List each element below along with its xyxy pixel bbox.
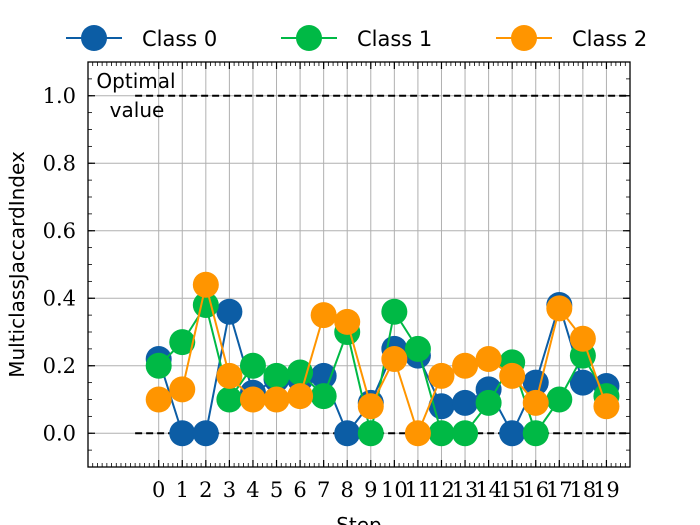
data-point bbox=[475, 346, 502, 372]
data-point bbox=[334, 308, 361, 335]
series-2 bbox=[145, 271, 620, 447]
data-point bbox=[404, 420, 431, 447]
y-tick-label: 0.4 bbox=[43, 286, 76, 310]
y-tick-label: 1.0 bbox=[43, 84, 76, 108]
x-tick-label: 15 bbox=[499, 478, 526, 502]
x-tick-label: 3 bbox=[223, 478, 236, 502]
y-tick-label: 0.8 bbox=[43, 151, 76, 175]
data-point bbox=[569, 369, 596, 396]
data-point bbox=[452, 352, 479, 379]
y-axis-label: MulticlassJaccardIndex bbox=[5, 151, 29, 378]
x-tick-label: 9 bbox=[364, 478, 377, 502]
x-tick-label: 6 bbox=[293, 478, 306, 502]
x-tick-label: 16 bbox=[522, 478, 549, 502]
data-point bbox=[569, 325, 596, 352]
data-point bbox=[310, 383, 337, 410]
x-tick-label: 1 bbox=[176, 478, 189, 502]
ticks: 0 1 2 3 4 5 6 7 8 9 101112131415161718190.00.20.40… bbox=[43, 61, 631, 502]
legend-item[interactable]: Class 0 bbox=[66, 25, 217, 51]
data-point bbox=[145, 352, 172, 379]
data-point bbox=[169, 376, 196, 403]
y-tick-label: 0.2 bbox=[43, 354, 76, 378]
data-point bbox=[216, 362, 243, 389]
legend[interactable]: Class 0 Class 1 Class 2 bbox=[66, 25, 647, 51]
x-tick-label: 14 bbox=[475, 478, 502, 502]
data-point bbox=[334, 420, 361, 447]
legend-item[interactable]: Class 2 bbox=[496, 25, 647, 51]
legend-marker bbox=[296, 25, 322, 51]
legend-label: Class 2 bbox=[572, 27, 647, 51]
data-point bbox=[192, 420, 219, 447]
data-point bbox=[169, 329, 196, 356]
data-point bbox=[593, 393, 620, 420]
data-point bbox=[310, 302, 337, 329]
x-axis-label: Step bbox=[336, 513, 382, 525]
data-point bbox=[499, 362, 526, 389]
data-point bbox=[216, 386, 243, 413]
x-tick-label: 8 bbox=[341, 478, 354, 502]
x-tick-label: 18 bbox=[570, 478, 597, 502]
x-tick-label: 11 bbox=[405, 478, 432, 502]
data-point bbox=[404, 335, 431, 362]
legend-marker bbox=[81, 25, 107, 51]
legend-marker bbox=[511, 25, 537, 51]
data-point bbox=[499, 420, 526, 447]
data-point bbox=[452, 389, 479, 416]
data-point bbox=[239, 386, 266, 413]
series-group bbox=[145, 271, 620, 447]
x-tick-label: 13 bbox=[452, 478, 479, 502]
x-tick-label: 2 bbox=[199, 478, 212, 502]
data-point bbox=[216, 298, 243, 325]
data-point bbox=[287, 383, 314, 410]
data-point bbox=[475, 389, 502, 416]
data-point bbox=[522, 389, 549, 416]
legend-label: Class 0 bbox=[142, 27, 217, 51]
y-tick-label: 0.0 bbox=[43, 421, 76, 445]
annotation: Optimal value bbox=[96, 69, 175, 122]
data-point bbox=[428, 420, 455, 447]
data-point bbox=[239, 352, 266, 379]
x-tick-label: 10 bbox=[381, 478, 408, 502]
x-tick-label: 0 bbox=[152, 478, 165, 502]
x-tick-label: 17 bbox=[546, 478, 573, 502]
data-point bbox=[145, 386, 172, 413]
data-point bbox=[546, 295, 573, 322]
x-tick-label: 12 bbox=[428, 478, 455, 502]
legend-label: Class 1 bbox=[357, 27, 432, 51]
data-point bbox=[192, 271, 219, 298]
annotation-line: Optimal bbox=[96, 69, 175, 93]
annotation-line: value bbox=[110, 98, 165, 122]
x-tick-label: 5 bbox=[270, 478, 283, 502]
data-point bbox=[263, 386, 290, 413]
data-point bbox=[381, 298, 408, 325]
data-point bbox=[287, 359, 314, 386]
data-point bbox=[169, 420, 196, 447]
data-point bbox=[428, 362, 455, 389]
x-tick-label: 7 bbox=[317, 478, 330, 502]
x-tick-label: 19 bbox=[593, 478, 620, 502]
legend-item[interactable]: Class 1 bbox=[281, 25, 432, 51]
data-point bbox=[522, 420, 549, 447]
data-point bbox=[357, 393, 384, 420]
data-point bbox=[263, 362, 290, 389]
data-point bbox=[452, 420, 479, 447]
data-point bbox=[357, 420, 384, 447]
y-tick-label: 0.6 bbox=[43, 219, 76, 243]
x-tick-label: 4 bbox=[246, 478, 259, 502]
data-point bbox=[546, 386, 573, 413]
data-point bbox=[310, 362, 337, 389]
data-point bbox=[381, 346, 408, 372]
